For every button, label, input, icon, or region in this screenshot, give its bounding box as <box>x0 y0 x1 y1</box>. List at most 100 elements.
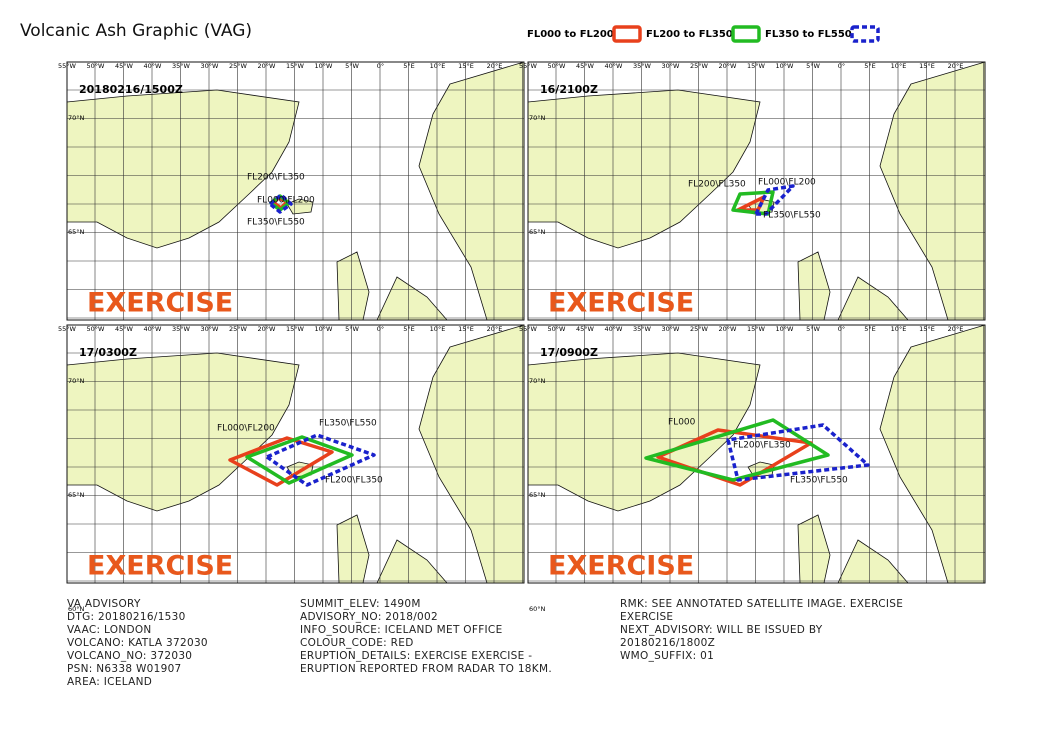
latitude-label: 65°N <box>68 491 85 499</box>
land <box>797 514 831 583</box>
longitude-label: 10°W <box>315 325 334 333</box>
panel-time: 20180216/1500Z <box>79 83 183 96</box>
latitude-label: 70°N <box>529 377 546 385</box>
advisory-line: 20180216/1800Z <box>620 637 715 649</box>
longitude-label: 30°W <box>201 325 220 333</box>
latitude-label: 60°N <box>68 605 85 613</box>
legend: FL000 to FL200 FL200 to FL350 FL350 to FL5… <box>527 25 880 43</box>
exercise-watermark: EXERCISE <box>87 288 233 319</box>
longitude-label: 55°W <box>519 325 538 333</box>
longitude-label: 30°W <box>201 62 220 70</box>
longitude-label: 45°W <box>576 62 595 70</box>
land <box>376 539 448 583</box>
land <box>879 325 985 583</box>
panel-frame <box>527 324 986 584</box>
exercise-watermark: EXERCISE <box>87 551 233 582</box>
longitude-label: 50°W <box>548 62 567 70</box>
map-body <box>67 325 524 583</box>
longitude-label: 10°E <box>891 62 907 70</box>
legend-swatch <box>731 25 761 43</box>
land <box>376 276 448 320</box>
panel-time: 17/0900Z <box>540 346 598 359</box>
advisory-line: EXERCISE <box>620 611 673 623</box>
map-panel: 55°W 50°W 45°W 40°W 35°W 30°W 25°W 20°W 15°W 10°W… <box>519 61 986 350</box>
flight-level-label: FL200\FL350 <box>247 173 305 183</box>
longitude-label: 20°E <box>487 325 503 333</box>
longitude-label: 5°W <box>806 62 820 70</box>
advisory-line: RMK: SEE ANNOTATED SATELLITE IMAGE. EXER… <box>620 598 903 610</box>
land <box>837 539 909 583</box>
longitude-label: 15°E <box>919 62 935 70</box>
longitude-label: 10°W <box>776 62 795 70</box>
longitude-label: 10°E <box>430 325 446 333</box>
land <box>418 62 524 320</box>
longitude-label: 55°W <box>519 62 538 70</box>
advisory-line: AREA: ICELAND <box>67 676 152 688</box>
latitude-label: 65°N <box>529 491 546 499</box>
longitude-label: 45°W <box>115 325 134 333</box>
map-panel: 55°W 50°W 45°W 40°W 35°W 30°W 25°W 20°W 15°W 10°W… <box>519 324 986 613</box>
longitude-label: 10°E <box>430 62 446 70</box>
longitude-label: 50°W <box>87 62 106 70</box>
flight-level-label: FL200\FL350 <box>733 441 791 451</box>
ash-area <box>644 418 830 482</box>
longitude-label: 0° <box>377 325 384 333</box>
latitude-label: 60°N <box>529 605 546 613</box>
longitude-label: 10°W <box>776 325 795 333</box>
longitude-label: 35°W <box>172 325 191 333</box>
longitude-label: 10°E <box>891 325 907 333</box>
longitude-label: 15°W <box>286 62 305 70</box>
longitude-label: 30°W <box>662 325 681 333</box>
longitude-label: 20°W <box>258 62 277 70</box>
latitude-label: 65°N <box>529 228 546 236</box>
flight-level-label: FL200\FL350 <box>688 180 746 190</box>
longitude-label: 5°E <box>403 62 415 70</box>
legend-swatch <box>612 25 642 43</box>
advisory-line: WMO_SUFFIX: 01 <box>620 650 714 662</box>
longitude-label: 25°W <box>229 62 248 70</box>
flight-level-label: FL000 <box>668 418 696 428</box>
longitude-label: 10°W <box>315 62 334 70</box>
legend-label: FL200 to FL350 <box>646 29 733 40</box>
longitude-label: 25°W <box>229 325 248 333</box>
land <box>797 251 831 320</box>
panel-frame <box>66 324 525 584</box>
longitude-label: 50°W <box>548 325 567 333</box>
land <box>336 514 370 583</box>
land <box>879 62 985 320</box>
land <box>67 352 300 512</box>
longitude-label: 40°W <box>144 62 163 70</box>
advisory-line: NEXT_ADVISORY: WILL BE ISSUED BY <box>620 624 823 636</box>
legend-label: FL350 to FL550 <box>765 29 852 40</box>
flight-level-label: FL000\FL200 <box>257 196 315 206</box>
ash-area <box>245 435 354 485</box>
advisory-line: VA ADVISORY <box>67 598 141 610</box>
legend-swatch <box>850 25 880 43</box>
longitude-label: 5°W <box>345 62 359 70</box>
flight-level-label: FL350\FL550 <box>763 211 821 221</box>
ash-area <box>726 423 870 482</box>
longitude-label: 25°W <box>690 325 709 333</box>
map-body <box>528 325 985 583</box>
longitude-label: 35°W <box>172 62 191 70</box>
longitude-label: 20°W <box>258 325 277 333</box>
longitude-label: 0° <box>377 62 384 70</box>
flight-level-label: FL350\FL550 <box>790 476 848 486</box>
longitude-label: 25°W <box>690 62 709 70</box>
advisory-line: VOLCANO: KATLA 372030 <box>67 637 208 649</box>
advisory-line: SUMMIT_ELEV: 1490M <box>300 598 421 610</box>
exercise-watermark: EXERCISE <box>548 288 694 319</box>
longitude-label: 15°W <box>747 325 766 333</box>
latitude-label: 70°N <box>68 377 85 385</box>
longitude-label: 5°E <box>864 325 876 333</box>
longitude-label: 5°E <box>403 325 415 333</box>
ash-area <box>754 184 795 216</box>
longitude-label: 0° <box>838 62 845 70</box>
advisory-line: DTG: 20180216/1530 <box>67 611 186 623</box>
land <box>528 89 761 249</box>
longitude-label: 5°W <box>345 325 359 333</box>
longitude-label: 35°W <box>633 325 652 333</box>
longitude-label: 5°E <box>864 62 876 70</box>
